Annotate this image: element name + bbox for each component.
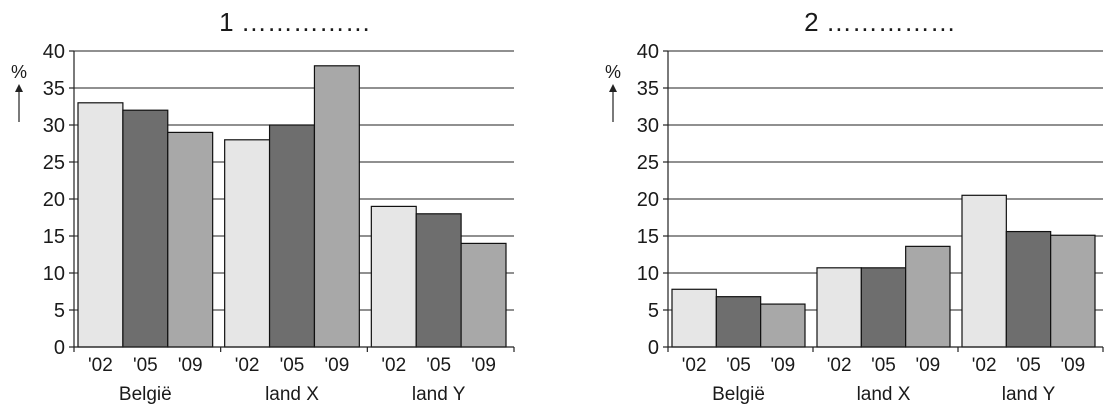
chart2-ylabel: % [605, 62, 621, 82]
chart1-ylabel: % [11, 62, 27, 82]
chart1-y-tick-label: 35 [43, 78, 65, 100]
chart1-bar [461, 243, 506, 347]
chart2-y-tick-label: 0 [648, 337, 659, 359]
chart1-x-tick-label: '02 [235, 355, 260, 376]
chart2-y-tick-label: 10 [637, 263, 659, 285]
chart1-y-tick-label: 20 [43, 189, 65, 211]
chart2-y-tick-label: 25 [637, 152, 659, 174]
chart2-x-tick-label: '05 [726, 355, 751, 376]
chart2-group-label: België [712, 384, 765, 405]
chart1-bar [168, 132, 213, 347]
chart1-bar [416, 214, 461, 347]
chart2-x-tick-label: '05 [1016, 355, 1041, 376]
chart2-bar [716, 297, 760, 347]
chart2-x-tick-label: '02 [682, 355, 707, 376]
chart2-bar [1051, 235, 1095, 347]
chart2-bar [962, 195, 1006, 347]
chart1-bar [270, 125, 315, 347]
chart1-title: 1 …………… [219, 7, 371, 37]
chart1-x-tick-label: '05 [280, 355, 305, 376]
chart2-x-tick-label: '02 [827, 355, 852, 376]
chart2-y-tick-label: 40 [637, 41, 659, 63]
chart1-y-tick-label: 0 [54, 337, 65, 359]
chart2-title: 2 …………… [804, 7, 956, 37]
chart1-bar [78, 103, 123, 347]
chart1-group-label: land X [265, 384, 319, 405]
chart1-bar [314, 66, 359, 347]
chart1-x-tick-label: '02 [381, 355, 406, 376]
chart2-x-tick-label: '09 [915, 355, 940, 376]
chart2-y-tick-label: 35 [637, 78, 659, 100]
chart1-x-tick-label: '05 [426, 355, 451, 376]
chart2-bar [761, 304, 805, 347]
chart2-bar [1006, 232, 1050, 347]
chart2-bar [672, 289, 716, 347]
chart2-group-label: land X [857, 384, 911, 405]
chart1-ylabel-arrowhead [15, 84, 23, 92]
chart1-y-tick-label: 25 [43, 152, 65, 174]
chart2-x-tick-label: '05 [871, 355, 896, 376]
chart1-x-tick-label: '05 [133, 355, 158, 376]
chart1-y-tick-label: 10 [43, 263, 65, 285]
chart1-bar [371, 206, 416, 347]
chart1-y-tick-label: 30 [43, 115, 65, 137]
chart1-x-tick-label: '02 [88, 355, 113, 376]
chart2-bar [861, 268, 905, 347]
chart2-group-label: land Y [1002, 384, 1056, 405]
chart1-group-label: land Y [412, 384, 466, 405]
chart1-y-tick-label: 15 [43, 226, 65, 248]
chart2-x-tick-label: '09 [1060, 355, 1085, 376]
chart2-bar [906, 246, 950, 347]
chart2-y-tick-label: 30 [637, 115, 659, 137]
chart2-ylabel-arrowhead [609, 84, 617, 92]
chart2-y-tick-label: 15 [637, 226, 659, 248]
chart2-y-tick-label: 5 [648, 300, 659, 322]
chart2-x-tick-label: '09 [770, 355, 795, 376]
chart1-x-tick-label: '09 [178, 355, 203, 376]
chart2-y-tick-label: 20 [637, 189, 659, 211]
chart2-x-tick-label: '02 [972, 355, 997, 376]
chart1-group-label: België [119, 384, 172, 405]
chart1-bar [123, 110, 168, 347]
chart1-x-tick-label: '09 [471, 355, 496, 376]
chart1-y-tick-label: 40 [43, 41, 65, 63]
chart2-bar [817, 268, 861, 347]
chart1-bar [225, 140, 270, 347]
chart1-x-tick-label: '09 [325, 355, 350, 376]
chart1-y-tick-label: 5 [54, 300, 65, 322]
